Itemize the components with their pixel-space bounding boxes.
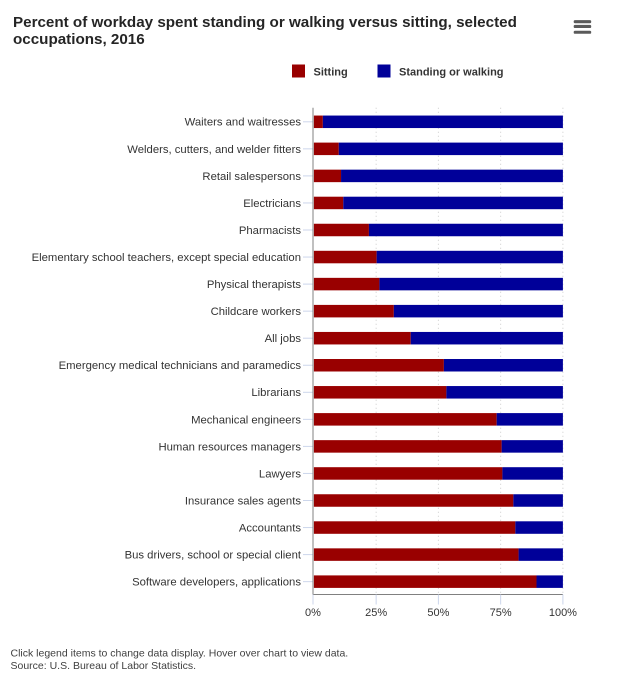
svg-text:75%: 75%	[490, 607, 512, 619]
svg-text:occupations, 2016: occupations, 2016	[13, 31, 145, 48]
svg-text:Human resources managers: Human resources managers	[158, 441, 301, 453]
svg-text:Physical therapists: Physical therapists	[207, 279, 302, 291]
svg-text:0%: 0%	[305, 607, 321, 619]
svg-text:Insurance sales agents: Insurance sales agents	[185, 495, 302, 507]
svg-text:Standing or walking: Standing or walking	[399, 67, 504, 79]
svg-text:Waiters and waitresses: Waiters and waitresses	[185, 117, 302, 129]
svg-text:Emergency medical technicians: Emergency medical technicians and parame…	[59, 360, 302, 372]
svg-text:Elementary school teachers, ex: Elementary school teachers, except speci…	[32, 252, 301, 264]
svg-text:Retail salespersons: Retail salespersons	[202, 171, 301, 183]
svg-text:Source: U.S. Bureau of Labor S: Source: U.S. Bureau of Labor Statistics.	[11, 660, 197, 672]
svg-text:50%: 50%	[427, 607, 449, 619]
svg-text:Click legend items to change d: Click legend items to change data displa…	[11, 647, 349, 659]
svg-text:Bus drivers, school or special: Bus drivers, school or special client	[125, 550, 302, 562]
svg-text:25%: 25%	[365, 607, 387, 619]
svg-text:Percent of workday spent stand: Percent of workday spent standing or wal…	[13, 14, 517, 31]
svg-text:Electricians: Electricians	[243, 198, 301, 210]
svg-text:100%: 100%	[549, 607, 577, 619]
svg-text:Mechanical engineers: Mechanical engineers	[191, 414, 301, 426]
svg-text:Lawyers: Lawyers	[259, 468, 301, 480]
svg-text:Childcare workers: Childcare workers	[211, 306, 302, 318]
svg-text:Software developers, applicati: Software developers, applications	[132, 577, 301, 589]
svg-text:Pharmacists: Pharmacists	[239, 225, 302, 237]
svg-text:All jobs: All jobs	[265, 333, 302, 345]
svg-text:Sitting: Sitting	[314, 67, 348, 79]
svg-text:Accountants: Accountants	[239, 522, 302, 534]
svg-text:Librarians: Librarians	[251, 387, 301, 399]
svg-text:Welders, cutters, and welder f: Welders, cutters, and welder fitters	[127, 144, 301, 156]
